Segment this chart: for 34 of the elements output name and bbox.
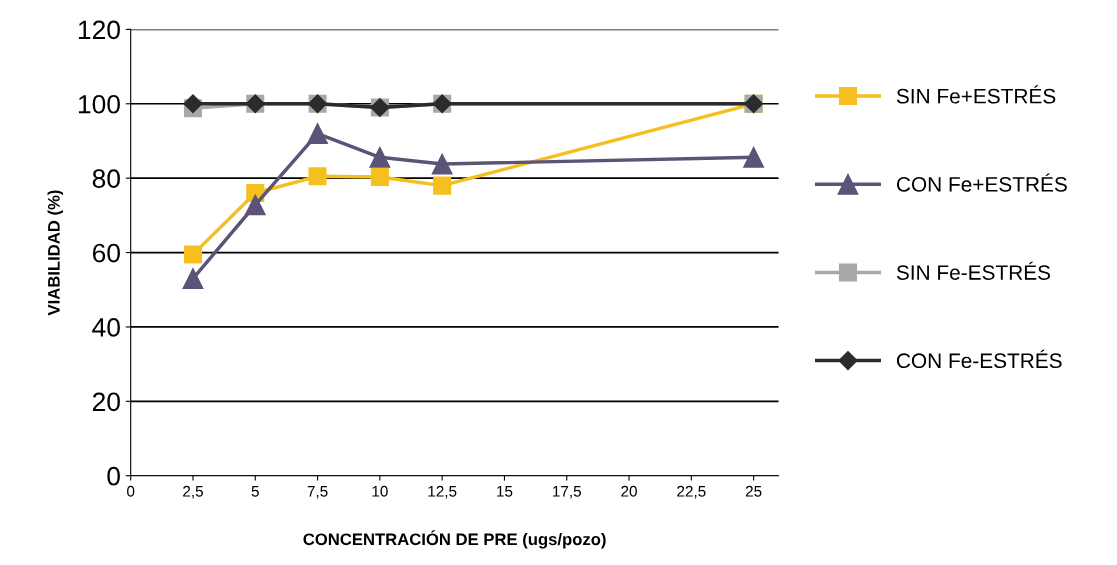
point — [369, 146, 391, 168]
point — [433, 176, 452, 195]
y-tick-label: 40 — [92, 318, 120, 337]
x-tick-label: 7,5 — [307, 486, 328, 499]
y-axis-title: VIABILIDAD (%) — [47, 190, 64, 316]
x-tick-label: 20 — [621, 485, 637, 497]
point — [244, 194, 266, 216]
legend-label: SIN Fe-ESTRÉS — [896, 261, 1051, 280]
point — [370, 168, 389, 187]
point — [431, 153, 453, 175]
x-tick-label: 25 — [745, 485, 762, 497]
x-tick-label: 5 — [251, 486, 259, 497]
legend-label: CON Fe-ESTRÉS — [896, 349, 1062, 369]
legend-label: SIN Fe+ESTRÉS — [896, 85, 1056, 104]
y-tick-label: 20 — [92, 392, 120, 412]
x-tick-label: 22,5 — [677, 485, 706, 499]
y-tick-label: 100 — [78, 94, 120, 114]
x-axis-title: CONCENTRACIÓN DE PRE (ugs/pozo) — [303, 530, 606, 549]
point — [743, 146, 765, 168]
x-tick-label: 0 — [127, 485, 135, 497]
y-tick-label: 60 — [92, 243, 120, 263]
x-tick-label: 15 — [497, 486, 513, 497]
point — [182, 268, 204, 290]
x-tick-label: 2,5 — [183, 485, 203, 499]
point — [183, 245, 203, 264]
legend-label: CON Fe+ESTRÉS — [896, 173, 1067, 192]
y-tick-label: 80 — [92, 169, 120, 188]
x-tick-label: 12,5 — [428, 485, 457, 499]
point — [183, 94, 203, 114]
point — [307, 123, 328, 144]
x-tick-label: 10 — [372, 485, 388, 497]
x-tick-label: 17,5 — [553, 486, 581, 499]
y-tick-label: 120 — [78, 20, 120, 40]
point — [308, 167, 327, 186]
